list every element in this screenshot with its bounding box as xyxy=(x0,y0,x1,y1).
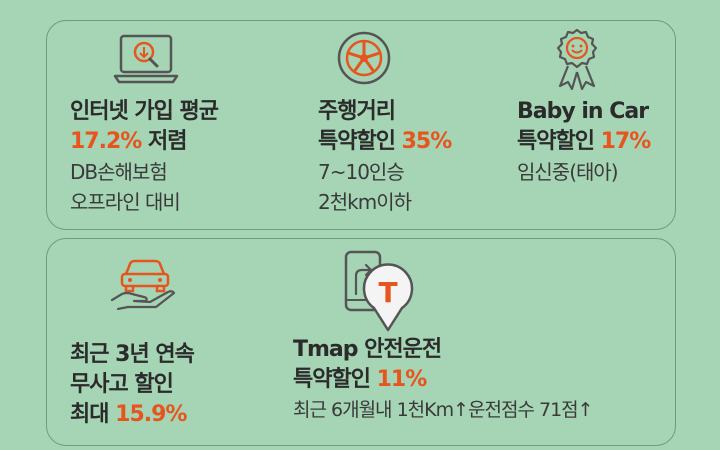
card-title-prefix: 특약할인 xyxy=(318,129,402,154)
accent-value: 15.9% xyxy=(115,402,187,427)
card-sub2: 2천km이하 xyxy=(318,190,412,214)
tmap-logo-letter: T xyxy=(378,276,397,309)
card-title-prefix: 특약할인 xyxy=(293,367,377,392)
card-title-prefix: 최대 xyxy=(70,402,116,427)
smiley-badge-icon xyxy=(550,28,604,91)
card-internet-discount: 인터넷 가입 평균 17.2% 저렴 DB손해보험 오프라인 대비 xyxy=(70,97,219,217)
accent-value: 17% xyxy=(600,129,652,154)
card-sub1: DB손해보험 xyxy=(70,160,168,184)
accent-value: 35% xyxy=(401,129,453,154)
card-baby-in-car: Baby in Car 특약할인 17% 임신중(태아) xyxy=(517,97,652,187)
card-sub1: 임신중(태아) xyxy=(517,160,619,184)
tmap-phone-icon: T xyxy=(344,250,416,332)
card-sub2: 오프라인 대비 xyxy=(70,190,181,214)
card-tmap-safe-driving: Tmap 안전운전 특약할인 11% 최근 6개월내 1천Km↑운전점수 71점… xyxy=(293,335,594,425)
card-title: 최근 3년 연속 xyxy=(70,342,195,367)
card-mileage-discount: 주행거리 특약할인 35% 7~10인승 2천km이하 xyxy=(318,97,453,217)
card-sub: 최근 6개월내 1천Km↑운전점수 71점↑ xyxy=(293,399,594,421)
card-sub1: 7~10인승 xyxy=(318,160,405,184)
accent-value: 17.2% xyxy=(70,129,142,154)
accent-value: 11% xyxy=(376,367,428,392)
card-no-accident-discount: 최근 3년 연속 무사고 할인 최대 15.9% xyxy=(70,340,195,430)
card-title: 주행거리 xyxy=(318,99,396,124)
card-title: 인터넷 가입 평균 xyxy=(70,99,219,124)
card-title-line2: 특약할인 17% xyxy=(517,127,652,157)
card-title-line2: 무사고 할인 xyxy=(70,372,174,397)
bottom-panel xyxy=(46,238,676,446)
tire-wheel-icon xyxy=(336,30,392,86)
card-title: Tmap 안전운전 xyxy=(293,337,442,362)
car-hand-icon xyxy=(110,252,178,311)
card-title-line2: 17.2% 저렴 xyxy=(70,127,218,157)
card-title-rest: 저렴 xyxy=(141,129,187,154)
card-title-prefix: 특약할인 xyxy=(517,129,601,154)
card-title: Baby in Car xyxy=(517,99,649,124)
card-title-line3: 최대 15.9% xyxy=(70,400,194,430)
laptop-search-icon xyxy=(113,33,179,85)
card-title-line2: 특약할인 11% xyxy=(293,365,593,395)
card-title-line2: 특약할인 35% xyxy=(318,127,453,157)
